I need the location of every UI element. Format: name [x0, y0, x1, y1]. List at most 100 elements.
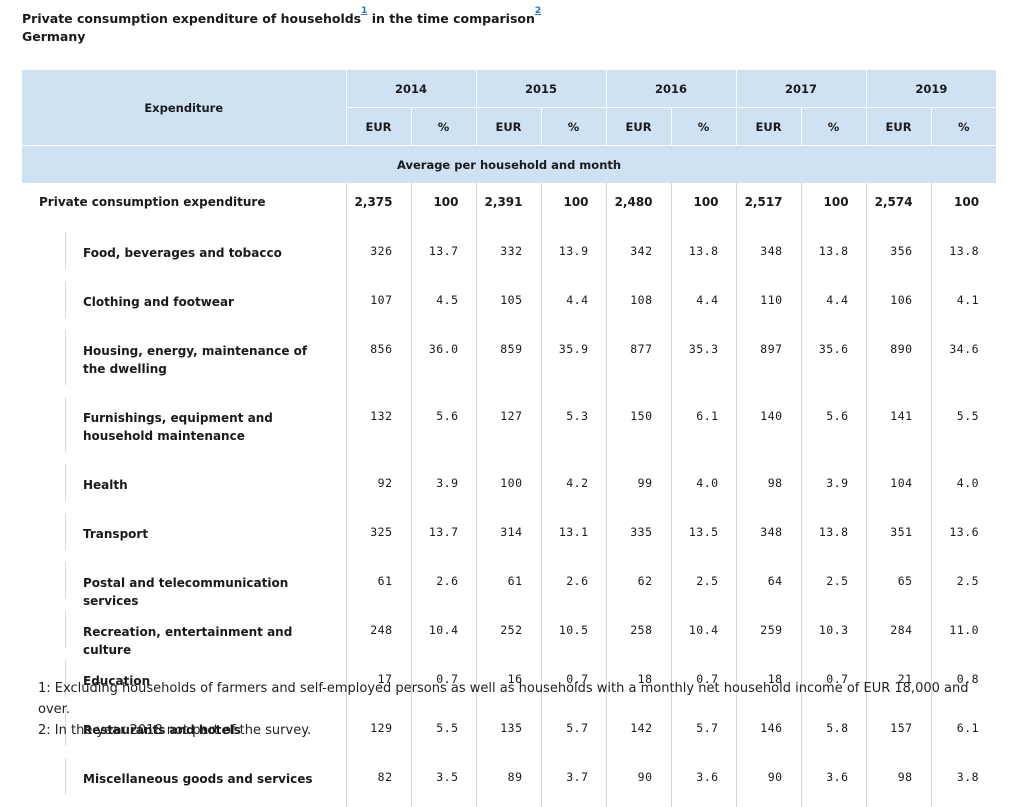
cell-eur: 127	[475, 397, 542, 464]
cell-eur: 90	[605, 758, 672, 807]
row-label-cell: Transport	[22, 513, 346, 562]
cell-pct: 100	[800, 183, 867, 232]
row-label-cell: Postal and telecommunication services	[22, 562, 346, 611]
cell-pct: 11.0	[930, 611, 997, 660]
cell-eur: 897	[735, 330, 802, 397]
header-unit-pct: %	[670, 107, 737, 146]
cell-pct: 4.0	[670, 464, 737, 513]
header-expenditure: Expenditure	[22, 70, 347, 146]
cell-eur: 342	[605, 232, 672, 281]
expenditure-table: Expenditure 2014 2015 2016 2017 2019 EUR…	[22, 70, 997, 807]
cell-eur: 150	[605, 397, 672, 464]
title-text: Private consumption expenditure of house…	[22, 11, 362, 27]
row-label: Restaurants and hotels	[65, 709, 346, 746]
cell-eur: 18	[735, 660, 802, 709]
cell-eur: 2,480	[605, 183, 672, 232]
cell-eur: 877	[605, 330, 672, 397]
cell-eur: 64	[735, 562, 802, 611]
cell-pct: 5.5	[930, 397, 997, 464]
cell-pct: 100	[670, 183, 737, 232]
table-row: Furnishings, equipment and household mai…	[22, 397, 997, 464]
cell-pct: 100	[410, 183, 477, 232]
cell-pct: 10.3	[800, 611, 867, 660]
cell-eur: 351	[865, 513, 932, 562]
cell-eur: 141	[865, 397, 932, 464]
cell-pct: 6.1	[670, 397, 737, 464]
cell-eur: 856	[345, 330, 411, 397]
cell-eur: 348	[735, 513, 802, 562]
cell-eur: 99	[605, 464, 672, 513]
cell-pct: 3.8	[930, 758, 997, 807]
cell-eur: 110	[735, 281, 802, 330]
row-label-cell: Food, beverages and tobacco	[22, 232, 346, 281]
title-line: Private consumption expenditure of house…	[22, 2, 541, 28]
cell-eur: 98	[865, 758, 932, 807]
table-row: Miscellaneous goods and services 82 3.5 89 3…	[22, 758, 997, 807]
cell-pct: 4.2	[540, 464, 607, 513]
footnote-ref-1-link[interactable]: 1	[361, 6, 368, 16]
cell-pct: 4.4	[800, 281, 867, 330]
cell-eur: 259	[735, 611, 802, 660]
cell-eur: 132	[345, 397, 411, 464]
cell-pct: 13.8	[930, 232, 997, 281]
table-row: Education 17 0.7 16 0.7 18 0.7 18 0.7 21 0.8	[22, 660, 997, 709]
cell-eur: 356	[865, 232, 932, 281]
cell-eur: 65	[865, 562, 932, 611]
cell-eur: 348	[735, 232, 802, 281]
footnote-ref-2-link[interactable]: 2	[534, 6, 542, 16]
row-label: Furnishings, equipment and household mai…	[65, 397, 346, 452]
footnotes: 1: Excluding households of farmers and s…	[38, 678, 998, 741]
cell-eur: 252	[475, 611, 542, 660]
row-label-cell: Furnishings, equipment and household mai…	[22, 397, 346, 464]
cell-eur: 2,375	[345, 183, 411, 232]
title-text-cont: in the time comparison	[367, 11, 535, 27]
footnote-1: 1: Excluding households of farmers and s…	[38, 681, 969, 717]
cell-pct: 2.6	[540, 562, 607, 611]
header-year: 2014	[345, 70, 477, 108]
cell-pct: 13.8	[670, 232, 737, 281]
cell-eur: 335	[605, 513, 672, 562]
cell-eur: 90	[735, 758, 802, 807]
cell-pct: 3.6	[800, 758, 867, 807]
cell-eur: 18	[605, 660, 672, 709]
cell-pct: 13.6	[930, 513, 997, 562]
cell-eur: 326	[345, 232, 411, 281]
cell-pct: 5.6	[410, 397, 477, 464]
cell-pct: 13.8	[800, 232, 867, 281]
cell-pct: 35.9	[540, 330, 607, 397]
cell-eur: 859	[475, 330, 542, 397]
cell-pct: 0.7	[670, 660, 737, 709]
cell-pct: 10.4	[670, 611, 737, 660]
cell-eur: 108	[605, 281, 672, 330]
cell-pct: 3.9	[800, 464, 867, 513]
row-label-cell: Miscellaneous goods and services	[22, 758, 346, 807]
cell-eur: 890	[865, 330, 932, 397]
row-label: Miscellaneous goods and services	[65, 758, 346, 795]
table-row-total: Private consumption expenditure 2,375 10…	[22, 183, 997, 232]
cell-pct: 36.0	[410, 330, 477, 397]
row-label: Clothing and footwear	[65, 281, 346, 318]
cell-pct: 5.6	[800, 397, 867, 464]
cell-pct: 4.4	[670, 281, 737, 330]
footnote-ref-2-wrap: 2	[534, 6, 542, 21]
cell-eur: 332	[475, 232, 542, 281]
cell-pct: 10.5	[540, 611, 607, 660]
cell-eur: 62	[605, 562, 672, 611]
cell-eur: 2,574	[865, 183, 932, 232]
header-year: 2015	[475, 70, 607, 108]
header-unit-eur: EUR	[345, 107, 411, 146]
footnote-ref-1-wrap: 1	[361, 6, 368, 21]
header-unit-pct: %	[540, 107, 607, 146]
table-row: Transport 325 13.7 314 13.1 335 13.5 348 13.8 351…	[22, 513, 997, 562]
cell-eur: 248	[345, 611, 411, 660]
row-label: Postal and telecommunication services	[65, 562, 346, 608]
row-label: Transport	[65, 513, 346, 550]
row-label-cell: Recreation, entertainment and culture	[22, 611, 346, 660]
cell-pct: 13.7	[410, 232, 477, 281]
cell-pct: 35.6	[800, 330, 867, 397]
cell-pct: 2.5	[930, 562, 997, 611]
cell-pct: 13.5	[670, 513, 737, 562]
row-label: Food, beverages and tobacco	[65, 232, 346, 269]
cell-eur: 17	[345, 660, 411, 709]
cell-eur: 325	[345, 513, 411, 562]
